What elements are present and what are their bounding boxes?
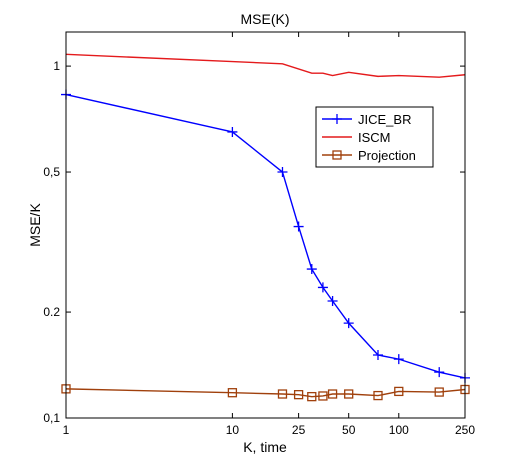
series-line-iscm [65, 53, 466, 78]
chart-title: MSE(K) [241, 11, 290, 27]
legend: JICE_BR ISCM Projection [315, 106, 434, 168]
data-point-projection [327, 389, 338, 399]
plot-area [61, 53, 470, 402]
y-tick-label: 0,5 [43, 165, 60, 179]
legend-label-iscm: ISCM [358, 130, 391, 145]
plot-frame [65, 31, 466, 419]
data-point-jice-br [327, 296, 338, 307]
data-point-jice-br [372, 350, 383, 361]
series-projection [61, 384, 470, 402]
y-tick-label: 1 [53, 59, 60, 73]
x-tick-label: 1 [63, 423, 70, 437]
data-point-jice-br [277, 167, 288, 178]
legend-label-jice-br: JICE_BR [358, 112, 411, 127]
series-iscm [65, 53, 466, 78]
data-point-jice-br [227, 126, 238, 137]
x-tick-label: 25 [292, 423, 306, 437]
y-tick-label: 0,1 [43, 411, 60, 425]
data-point-projection [277, 389, 288, 399]
data-point-jice-br [434, 367, 445, 378]
y-tick-label: 0.2 [43, 305, 60, 319]
data-point-projection [373, 390, 383, 401]
y-axis-label: MSE/K [27, 203, 43, 247]
data-point-projection [293, 390, 304, 400]
data-point-projection [307, 391, 317, 402]
data-point-projection [318, 391, 328, 401]
data-point-projection [344, 389, 354, 399]
legend-marker-projection [332, 150, 342, 160]
x-tick-label: 250 [455, 423, 475, 437]
x-tick-label: 10 [226, 423, 240, 437]
data-point-projection [227, 388, 238, 398]
data-point-jice-br [343, 318, 354, 329]
x-tick-label: 50 [342, 423, 356, 437]
legend-marker-jice-br [332, 114, 342, 124]
data-point-projection [434, 387, 444, 397]
legend-entry-jice-br: JICE_BR [322, 112, 411, 127]
x-tick-label: 100 [389, 423, 409, 437]
series-line-jice-br [65, 93, 466, 379]
data-point-projection [394, 386, 404, 397]
series-line-projection [65, 388, 466, 398]
legend-entry-projection: Projection [322, 148, 416, 163]
data-point-jice-br [393, 354, 404, 365]
data-point-jice-br [293, 221, 304, 232]
legend-label-projection: Projection [358, 148, 416, 163]
x-axis-label: K, time [243, 439, 287, 455]
data-point-jice-br [306, 264, 317, 275]
data-point-jice-br [317, 282, 328, 293]
legend-entry-iscm: ISCM [322, 130, 391, 145]
axis-ticks: 1 10 25 50 100 250 0,1 0.2 0,5 1 [43, 32, 475, 437]
